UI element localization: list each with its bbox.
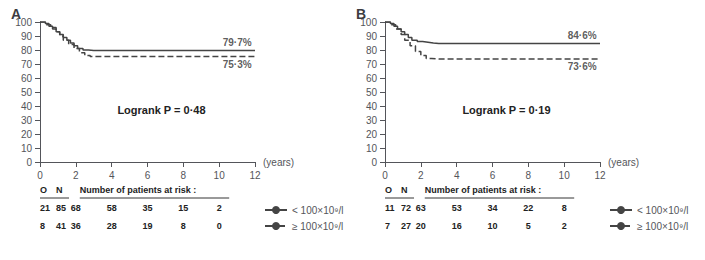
svg-text:≥ 100×10⁹/l: ≥ 100×10⁹/l [292, 221, 343, 232]
svg-text:< 100×10⁹/l: < 100×10⁹/l [637, 205, 689, 216]
svg-text:6: 6 [145, 170, 151, 181]
svg-text:70: 70 [21, 59, 33, 70]
svg-text:(years): (years) [263, 157, 294, 168]
svg-text:2: 2 [217, 203, 222, 213]
svg-text:40: 40 [366, 101, 378, 112]
svg-text:O: O [385, 185, 392, 195]
svg-text:8: 8 [526, 170, 532, 181]
svg-text:60: 60 [366, 73, 378, 84]
svg-text:50: 50 [21, 87, 33, 98]
svg-text:90: 90 [366, 31, 378, 42]
svg-text:0: 0 [382, 170, 388, 181]
svg-text:0: 0 [371, 157, 377, 168]
svg-text:15: 15 [178, 203, 188, 213]
svg-text:N: N [56, 185, 63, 195]
svg-text:12: 12 [594, 170, 606, 181]
svg-text:< 100×10⁹/l: < 100×10⁹/l [292, 205, 344, 216]
svg-text:10: 10 [366, 143, 378, 154]
svg-text:50: 50 [366, 87, 378, 98]
svg-text:41: 41 [56, 221, 66, 231]
svg-text:35: 35 [142, 203, 152, 213]
svg-text:30: 30 [366, 115, 378, 126]
svg-text:21: 21 [40, 203, 50, 213]
svg-text:79·7%: 79·7% [223, 37, 252, 48]
svg-text:22: 22 [523, 203, 533, 213]
svg-text:28: 28 [107, 221, 117, 231]
svg-text:20: 20 [21, 129, 33, 140]
svg-text:12: 12 [249, 170, 261, 181]
svg-text:27: 27 [401, 221, 411, 231]
svg-text:20: 20 [416, 221, 426, 231]
svg-text:7: 7 [385, 221, 390, 231]
svg-text:5: 5 [526, 221, 531, 231]
svg-text:73·6%: 73·6% [568, 61, 597, 72]
svg-text:10: 10 [559, 170, 571, 181]
svg-text:10: 10 [214, 170, 226, 181]
svg-text:60: 60 [21, 73, 33, 84]
svg-text:75·3%: 75·3% [223, 59, 252, 70]
svg-text:O: O [40, 185, 47, 195]
svg-text:2: 2 [73, 170, 79, 181]
svg-text:2: 2 [562, 221, 567, 231]
svg-text:84·6%: 84·6% [568, 30, 597, 41]
svg-text:0: 0 [37, 170, 43, 181]
svg-text:80: 80 [21, 45, 33, 56]
svg-text:85: 85 [56, 203, 66, 213]
svg-text:80: 80 [366, 45, 378, 56]
svg-text:34: 34 [487, 203, 497, 213]
svg-text:8: 8 [181, 221, 186, 231]
svg-text:100: 100 [360, 16, 377, 28]
svg-text:20: 20 [366, 129, 378, 140]
svg-text:B: B [356, 6, 366, 22]
svg-text:2: 2 [418, 170, 424, 181]
svg-text:6: 6 [490, 170, 496, 181]
svg-text:100: 100 [15, 16, 32, 28]
svg-text:(years): (years) [608, 157, 639, 168]
svg-text:10: 10 [21, 143, 33, 154]
svg-text:10: 10 [487, 221, 497, 231]
svg-text:19: 19 [142, 221, 152, 231]
svg-text:36: 36 [71, 221, 81, 231]
svg-text:0: 0 [26, 157, 32, 168]
svg-text:≥ 100×10⁹/l: ≥ 100×10⁹/l [637, 221, 688, 232]
svg-text:4: 4 [109, 170, 115, 181]
svg-text:4: 4 [454, 170, 460, 181]
svg-text:Logrank P = 0·19: Logrank P = 0·19 [462, 104, 550, 116]
svg-text:40: 40 [21, 101, 33, 112]
svg-text:70: 70 [366, 59, 378, 70]
svg-text:Number of patients at risk :: Number of patients at risk : [80, 185, 197, 195]
svg-text:0: 0 [217, 221, 222, 231]
svg-text:Number of patients at risk :: Number of patients at risk : [425, 185, 542, 195]
svg-text:8: 8 [562, 203, 567, 213]
svg-text:68: 68 [71, 203, 81, 213]
svg-text:8: 8 [40, 221, 45, 231]
svg-text:63: 63 [416, 203, 426, 213]
svg-text:Logrank P = 0·48: Logrank P = 0·48 [117, 104, 205, 116]
svg-text:N: N [401, 185, 408, 195]
svg-text:90: 90 [21, 31, 33, 42]
svg-text:58: 58 [107, 203, 117, 213]
svg-text:8: 8 [181, 170, 187, 181]
svg-text:11: 11 [385, 203, 395, 213]
svg-text:53: 53 [452, 203, 462, 213]
svg-text:72: 72 [401, 203, 411, 213]
svg-text:A: A [11, 6, 21, 22]
svg-text:16: 16 [452, 221, 462, 231]
svg-text:30: 30 [21, 115, 33, 126]
